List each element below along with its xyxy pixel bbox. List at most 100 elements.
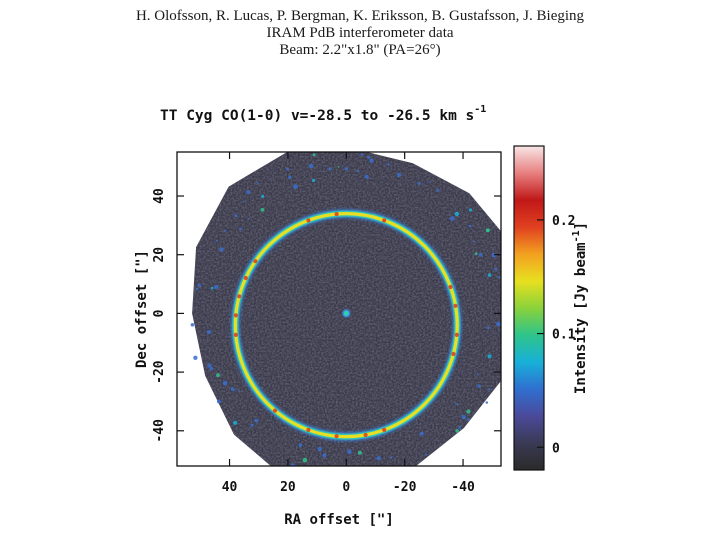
noise-speckle <box>455 429 460 433</box>
noise-speckle <box>302 457 308 463</box>
ring-hotspot <box>382 427 387 432</box>
colorbar <box>514 146 544 470</box>
noise-speckle <box>425 453 428 456</box>
noise-speckle <box>356 169 360 173</box>
y-tick-label: 20 <box>152 247 167 263</box>
noise-speckle <box>298 443 303 448</box>
emission-ring <box>230 209 462 442</box>
noise-speckle <box>254 418 259 423</box>
noise-speckle <box>250 423 254 427</box>
central-source <box>342 309 351 318</box>
noise-speckle <box>485 228 490 233</box>
noise-speckle <box>261 194 265 198</box>
noise-speckle <box>311 178 316 183</box>
noise-speckle <box>286 167 289 171</box>
noise-speckle <box>238 390 241 393</box>
x-tick-label: -40 <box>451 480 475 495</box>
noise-speckle <box>214 284 219 290</box>
noise-speckle <box>210 286 214 290</box>
colorbar-tick-label: 0.1 <box>552 328 576 343</box>
ring-hotspot <box>448 284 453 290</box>
noise-speckle <box>260 208 265 212</box>
x-tick-label: -20 <box>393 480 417 495</box>
colorbar-label-end: ] <box>573 222 589 230</box>
noise-speckle <box>347 449 352 455</box>
noise-speckle <box>477 384 481 388</box>
noise-speckle <box>219 247 224 252</box>
noise-speckle <box>216 373 220 378</box>
noise-speckle <box>476 372 479 375</box>
ring-hotspot <box>306 427 311 432</box>
plot-frame <box>176 151 502 467</box>
noise-speckle <box>230 387 235 392</box>
noise-speckle <box>450 216 455 221</box>
noise-speckle <box>357 450 362 455</box>
noise-speckle <box>466 409 471 414</box>
noise-speckle <box>497 276 501 279</box>
noise-speckle <box>469 208 473 212</box>
noise-speckle <box>473 240 476 243</box>
noise-speckle <box>389 456 393 459</box>
plot-title-text: TT Cyg CO(1-0) v=-28.5 to -26.5 km s <box>160 108 475 124</box>
noise-speckle <box>233 420 238 425</box>
noise-speckle <box>216 239 218 242</box>
noise-speckle <box>397 172 402 178</box>
ring-hotspots <box>233 212 459 439</box>
colorbar-frame <box>513 145 545 471</box>
ring-hotspot <box>453 303 458 308</box>
noise-speckle <box>328 167 332 171</box>
x-tick-label: 40 <box>222 480 238 495</box>
ring-hotspot <box>454 332 459 337</box>
instrument-line: IRAM PdB interferometer data <box>266 25 454 41</box>
noise-speckle <box>234 214 238 218</box>
noise-speckle <box>456 403 459 406</box>
noise-speckle <box>197 283 201 287</box>
noise-speckle <box>487 354 492 359</box>
x-tick-label: 0 <box>342 480 350 495</box>
map-noise-texture <box>192 152 501 466</box>
x-axis-ticks: 40 20 0 -20 -40 <box>222 152 475 495</box>
noise-speckle <box>239 227 242 231</box>
noise-speckle <box>193 355 198 360</box>
noise-speckle <box>488 388 491 391</box>
y-axis-label: Dec offset ["] <box>134 250 150 368</box>
noise-speckle <box>417 182 421 185</box>
plot-title-sup: -1 <box>474 104 487 115</box>
noise-speckle <box>206 330 212 335</box>
edge-speckles <box>190 153 507 466</box>
plot-title: TT Cyg CO(1-0) v=-28.5 to -26.5 km s-1 <box>160 104 580 124</box>
noise-speckle <box>487 273 492 277</box>
y-axis-ticks: -40 -20 0 20 40 <box>152 188 501 443</box>
noise-speckle <box>308 163 314 169</box>
noise-speckle <box>436 188 440 192</box>
heatmap-area <box>177 152 507 466</box>
noise-speckle <box>458 426 461 429</box>
ring-hotspot <box>306 218 311 223</box>
noise-speckle <box>485 401 489 404</box>
noise-speckle <box>337 166 340 168</box>
x-tick-label: 20 <box>280 480 296 495</box>
authors-line: H. Olofsson, R. Lucas, P. Bergman, K. Er… <box>135 8 585 24</box>
noise-speckle <box>461 414 466 420</box>
colorbar-ticks: 0 0.1 0.2 <box>537 214 576 456</box>
ring-hotspot <box>237 294 242 299</box>
x-axis-label: RA offset ["] <box>284 512 394 528</box>
noise-speckle <box>190 323 195 327</box>
noise-speckle <box>256 181 259 184</box>
ring-hotspot <box>382 218 387 223</box>
ring-hotspot <box>272 408 278 413</box>
noise-speckle <box>454 211 460 217</box>
credits-block: H. Olofsson, R. Lucas, P. Bergman, K. Er… <box>0 8 720 59</box>
noise-speckle <box>209 366 214 371</box>
colorbar-label: Intensity [Jy beam-1] <box>571 222 589 394</box>
noise-speckle <box>247 218 250 220</box>
noise-speckle <box>369 158 374 163</box>
colorbar-tick-label: 0.2 <box>552 214 575 229</box>
ring-hotspot <box>233 313 238 318</box>
noise-speckle <box>317 446 322 452</box>
noise-speckle <box>293 184 298 190</box>
noise-speckle <box>505 363 507 365</box>
ring-hotspot <box>363 432 368 438</box>
noise-speckle <box>290 463 295 466</box>
noise-speckle <box>288 175 292 179</box>
